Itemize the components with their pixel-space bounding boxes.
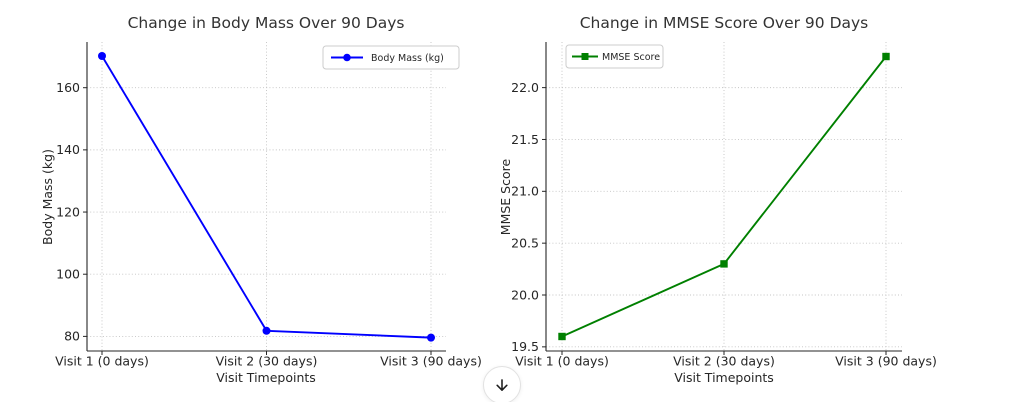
chart-title: Change in MMSE Score Over 90 Days — [580, 14, 869, 32]
legend: MMSE Score — [565, 44, 664, 69]
data-point — [262, 326, 271, 335]
x-tick-label: Visit 1 (0 days) — [55, 354, 149, 369]
data-point — [720, 260, 728, 268]
legend-box — [322, 45, 460, 70]
x-tick-label: Visit 3 (90 days) — [835, 354, 937, 369]
y-tick-label: 22.0 — [511, 80, 539, 95]
y-tick-label: 120 — [56, 204, 80, 219]
y-tick-label: 100 — [56, 267, 80, 282]
y-tick-label: 160 — [56, 80, 80, 95]
data-point — [882, 52, 890, 61]
legend-label: Body Mass (kg) — [371, 53, 444, 64]
x-tick-label: Visit 3 (90 days) — [380, 354, 482, 369]
legend-box — [565, 44, 664, 69]
x-axis-label: Visit Timepoints — [674, 370, 774, 385]
scroll-down-button[interactable] — [483, 366, 521, 402]
x-tick-label: Visit 2 (30 days) — [216, 354, 318, 369]
y-axis-label: MMSE Score — [498, 159, 513, 236]
y-tick-label: 21.0 — [511, 184, 539, 199]
data-point — [558, 332, 566, 341]
y-tick-label: 19.5 — [511, 339, 539, 354]
legend-marker — [343, 53, 351, 62]
legend-label: MMSE Score — [602, 52, 660, 63]
x-axis-label: Visit Timepoints — [216, 370, 316, 385]
y-tick-label: 80 — [64, 329, 80, 344]
body-mass-chart: Change in Body Mass Over 90 Days Visit T… — [40, 14, 482, 385]
y-tick-label: 21.5 — [511, 132, 539, 147]
plot-area: 19.5 20.0 20.5 21.0 21.5 22.0 Visit 1 (0 days)… — [511, 42, 937, 369]
y-tick-label: 20.0 — [511, 287, 539, 302]
data-point — [427, 333, 435, 342]
chart-title: Change in Body Mass Over 90 Days — [128, 14, 405, 32]
down-arrow-icon — [496, 379, 508, 391]
x-tick-label: Visit 2 (30 days) — [673, 354, 775, 369]
y-tick-label: 20.5 — [511, 235, 539, 250]
data-point — [98, 51, 106, 60]
y-tick-label: 140 — [56, 142, 80, 157]
plot-area: 80 100 120 140 160 Visit 1 (0 days) Visit 2 (3… — [55, 42, 482, 369]
y-axis-label: Body Mass (kg) — [40, 149, 55, 245]
legend-marker — [581, 53, 589, 60]
x-tick-label: Visit 1 (0 days) — [515, 354, 609, 369]
legend: Body Mass (kg) — [322, 45, 460, 70]
mmse-chart: Change in MMSE Score Over 90 Days Visit … — [498, 14, 937, 385]
